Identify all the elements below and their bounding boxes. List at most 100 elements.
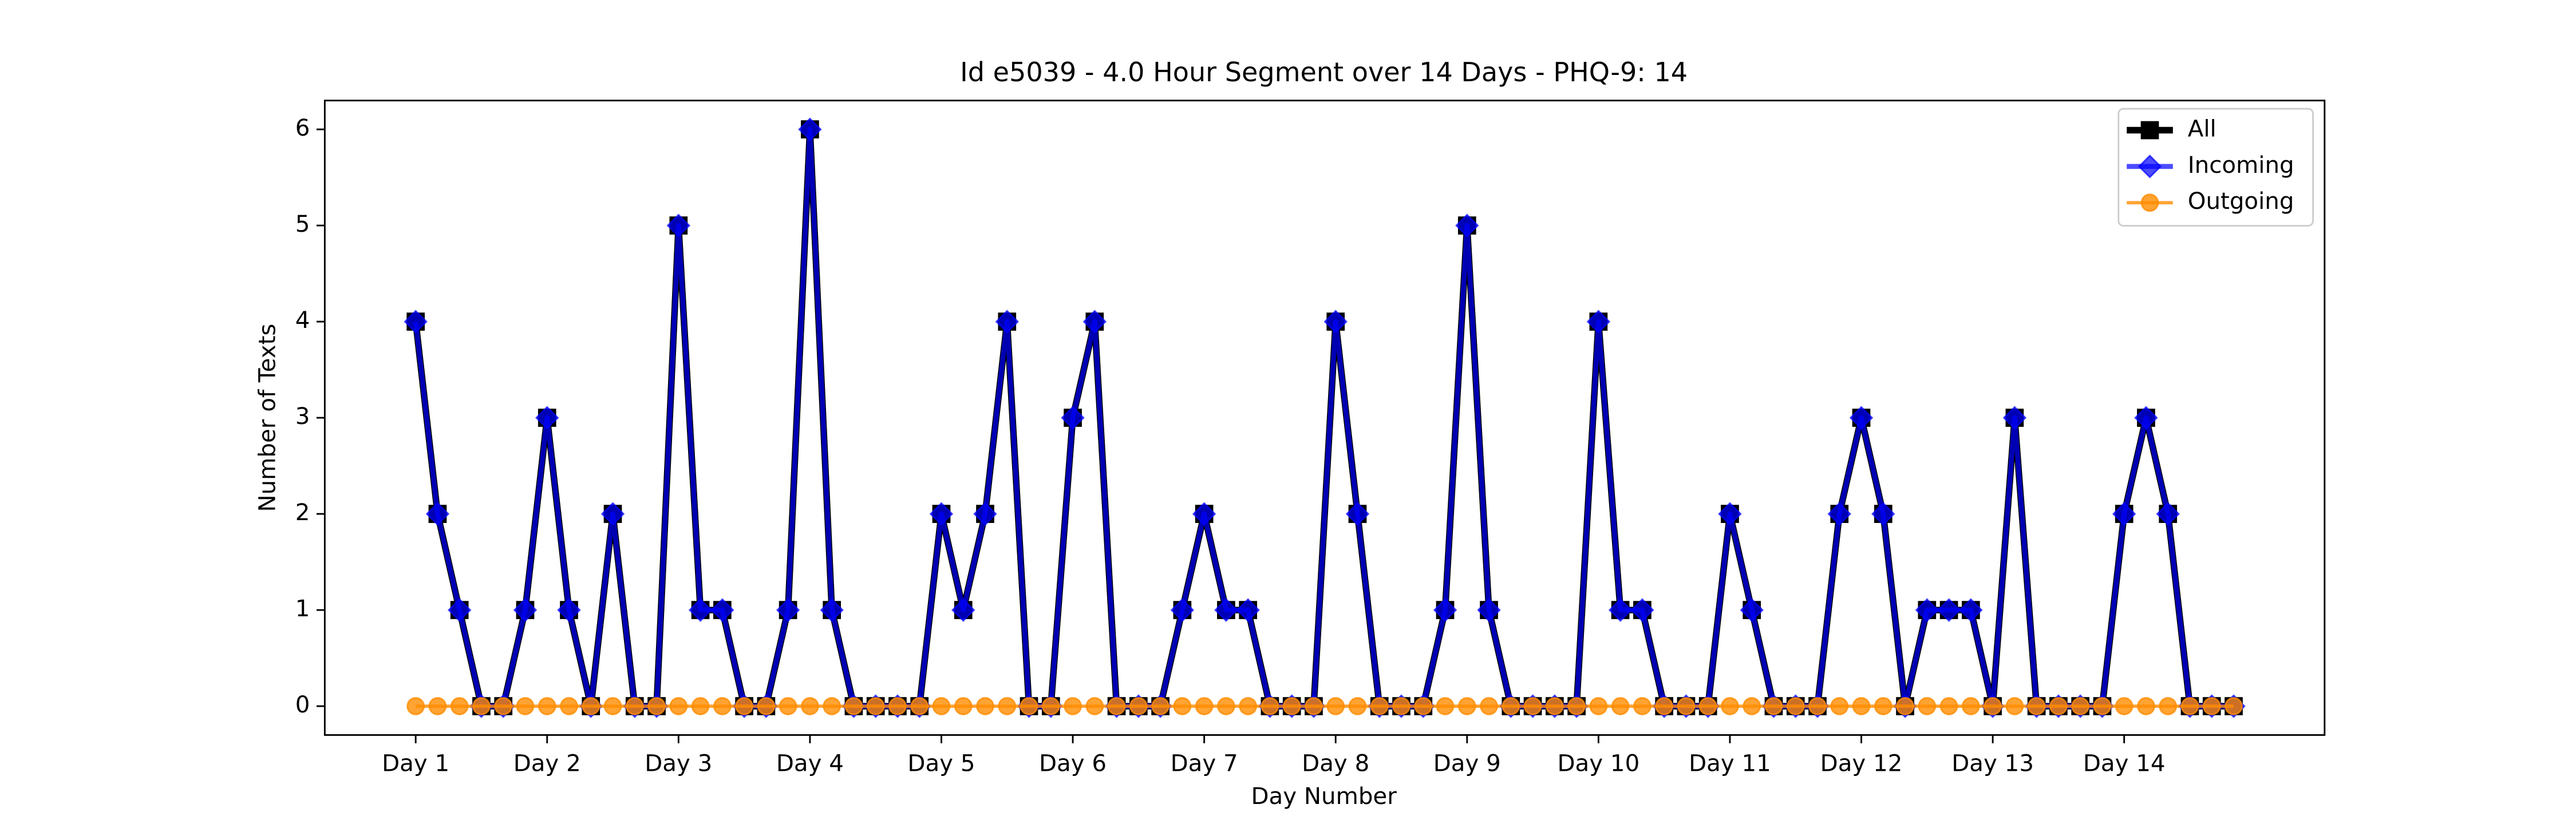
point bbox=[1567, 697, 1586, 715]
x-tick-label: Day 12 bbox=[1820, 750, 1903, 777]
point bbox=[1345, 502, 1370, 526]
x-tick-label: Day 9 bbox=[1433, 750, 1501, 777]
point bbox=[472, 697, 491, 715]
series bbox=[406, 697, 2243, 715]
legend-label: Incoming bbox=[2188, 152, 2294, 179]
point bbox=[1414, 697, 1433, 715]
point bbox=[757, 697, 776, 715]
point bbox=[1849, 406, 1874, 430]
point bbox=[1129, 697, 1148, 715]
point bbox=[932, 697, 951, 715]
point bbox=[516, 697, 535, 715]
point bbox=[404, 310, 428, 334]
y-axis-label: Number of Texts bbox=[254, 324, 280, 512]
point bbox=[1677, 697, 1696, 715]
point bbox=[1984, 697, 2002, 715]
point bbox=[776, 598, 800, 622]
point bbox=[1827, 502, 1852, 526]
point bbox=[2134, 406, 2158, 430]
point bbox=[823, 697, 841, 715]
point bbox=[425, 502, 450, 526]
point bbox=[995, 310, 1020, 334]
point bbox=[1477, 598, 1501, 622]
point bbox=[1107, 697, 1126, 715]
legend-label: Outgoing bbox=[2188, 188, 2294, 215]
x-tick-label: Day 13 bbox=[1951, 750, 2034, 777]
point bbox=[2002, 406, 2027, 430]
x-tick-label: Day 8 bbox=[1302, 750, 1369, 777]
point bbox=[2225, 697, 2243, 715]
point bbox=[582, 697, 600, 715]
point bbox=[1918, 697, 1937, 715]
point bbox=[1305, 697, 1323, 715]
point bbox=[1718, 502, 1742, 526]
point bbox=[1586, 310, 1611, 334]
point bbox=[428, 697, 447, 715]
point bbox=[844, 697, 863, 715]
point bbox=[801, 697, 819, 715]
point bbox=[1959, 598, 1983, 622]
point bbox=[1370, 697, 1389, 715]
point bbox=[2159, 697, 2178, 715]
point bbox=[2156, 502, 2180, 526]
point bbox=[1608, 598, 1633, 622]
point bbox=[1236, 598, 1260, 622]
plot-frame bbox=[323, 100, 2326, 736]
point bbox=[866, 697, 885, 715]
point bbox=[535, 406, 559, 430]
point bbox=[447, 598, 472, 622]
point bbox=[998, 697, 1017, 715]
legend-marker bbox=[2138, 154, 2162, 179]
point bbox=[2093, 697, 2112, 715]
point bbox=[2049, 697, 2068, 715]
y-tick-label: 0 bbox=[295, 691, 310, 718]
y-tick-label: 3 bbox=[295, 403, 310, 430]
point bbox=[1698, 697, 1717, 715]
y-tick-label: 2 bbox=[295, 499, 310, 526]
point bbox=[1457, 697, 1476, 715]
point bbox=[1915, 598, 1939, 622]
point bbox=[1282, 697, 1301, 715]
point bbox=[2137, 697, 2155, 715]
point bbox=[1195, 697, 1214, 715]
x-tick-label: Day 6 bbox=[1039, 750, 1107, 777]
point bbox=[669, 697, 688, 715]
point bbox=[929, 502, 954, 526]
y-tick-label: 5 bbox=[295, 211, 310, 237]
point bbox=[666, 213, 691, 237]
point bbox=[1326, 697, 1345, 715]
point bbox=[1786, 697, 1805, 715]
point bbox=[1170, 598, 1195, 622]
point bbox=[625, 697, 644, 715]
point bbox=[1939, 697, 1958, 715]
point bbox=[1896, 697, 1914, 715]
point bbox=[450, 697, 469, 715]
point bbox=[888, 697, 907, 715]
point bbox=[1630, 598, 1654, 622]
point bbox=[1214, 598, 1238, 622]
point bbox=[513, 598, 538, 622]
point bbox=[1546, 697, 1564, 715]
point bbox=[1217, 697, 1235, 715]
point bbox=[954, 697, 973, 715]
legend-marker bbox=[2140, 121, 2159, 140]
point bbox=[1655, 697, 1674, 715]
point bbox=[779, 697, 797, 715]
x-tick-label: Day 4 bbox=[776, 750, 844, 777]
point bbox=[1323, 310, 1348, 334]
x-tick-label: Day 7 bbox=[1171, 750, 1238, 777]
point bbox=[600, 502, 625, 526]
point bbox=[560, 697, 578, 715]
x-tick-label: Day 3 bbox=[645, 750, 712, 777]
point bbox=[1962, 697, 1980, 715]
point bbox=[2027, 697, 2046, 715]
point bbox=[1589, 697, 1608, 715]
x-tick-label: Day 1 bbox=[382, 750, 449, 777]
point bbox=[798, 117, 822, 141]
point bbox=[951, 598, 975, 622]
y-tick-label: 4 bbox=[295, 307, 310, 334]
point bbox=[2112, 502, 2136, 526]
point bbox=[1436, 697, 1455, 715]
point bbox=[1348, 697, 1367, 715]
